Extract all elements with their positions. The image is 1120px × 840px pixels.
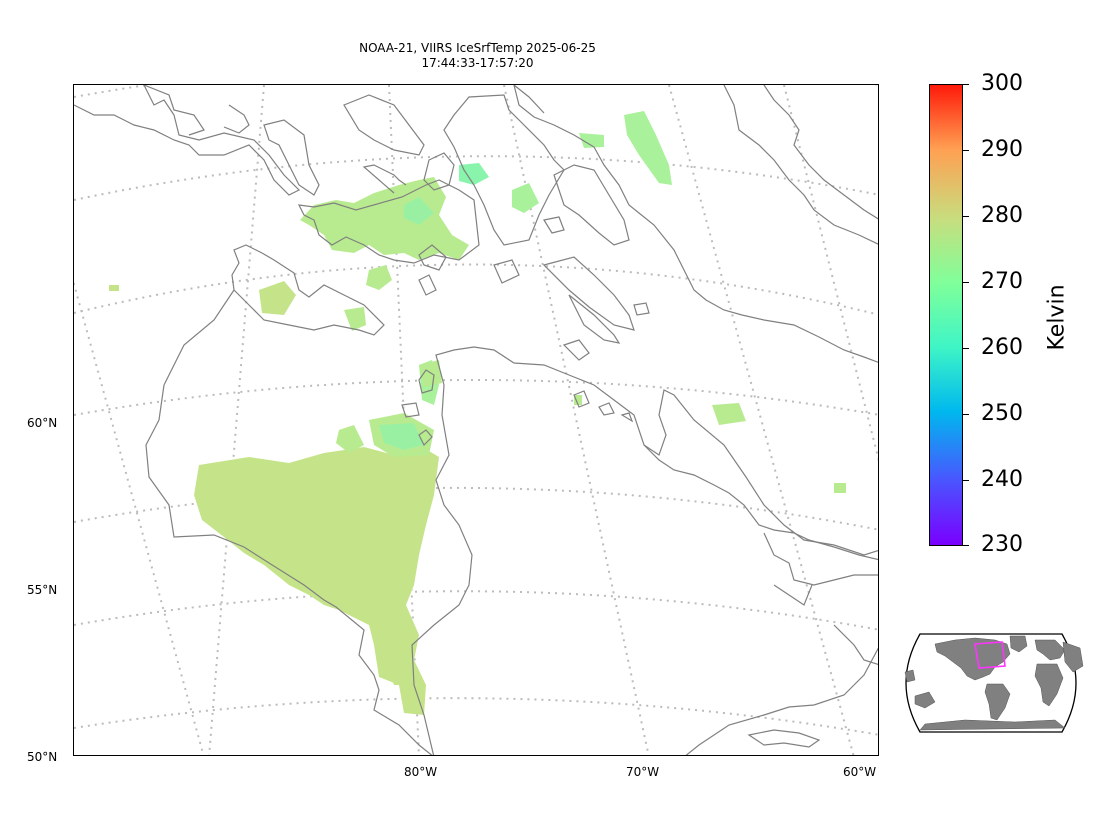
data-region-lowlands [194, 445, 439, 715]
colorbar [929, 84, 963, 546]
colorbar-tick [963, 414, 969, 416]
colorbar-unit-label: Kelvin [1044, 284, 1070, 351]
colorbar-label-240: 240 [981, 467, 1023, 492]
coastlines [74, 85, 878, 755]
colorbar-tick [963, 216, 969, 218]
coastline-baffin [513, 85, 878, 363]
lon-label-60w: 60°W [843, 765, 877, 779]
map-canvas [74, 85, 878, 755]
map-title: NOAA-21, VIIRS IceSrfTemp 2025-06-25 [359, 41, 596, 55]
colorbar-label-230: 230 [981, 532, 1023, 557]
coastline-hudson-bay [145, 346, 878, 755]
lat-label-55: 55°N [27, 583, 58, 597]
graticule-latitude [74, 85, 878, 736]
colorbar-label-270: 270 [981, 269, 1023, 294]
colorbar-label-280: 280 [981, 203, 1023, 228]
colorbar-tick [963, 545, 969, 547]
colorbar-label-250: 250 [981, 401, 1023, 426]
colorbar-tick [963, 348, 969, 350]
colorbar-label-290: 290 [981, 137, 1023, 162]
colorbar-label-260: 260 [981, 335, 1023, 360]
colorbar-tick [963, 480, 969, 482]
map-time-range: 17:44:33-17:57:20 [421, 56, 534, 70]
lon-label-70w: 70°W [626, 765, 660, 779]
lat-label-60: 60°N [27, 416, 58, 430]
colorbar-tick [963, 84, 969, 86]
colorbar-tick [963, 282, 969, 284]
colorbar-label-300: 300 [981, 71, 1023, 96]
data-region-north [300, 177, 469, 260]
lat-label-50: 50°N [27, 750, 58, 764]
lon-label-80w: 80°W [404, 765, 438, 779]
map-panel[interactable] [73, 84, 879, 756]
inset-extent-box [974, 641, 1006, 669]
graticule-longitude [74, 85, 878, 755]
colorbar-tick [963, 150, 969, 152]
ice-surface-temp-data [109, 111, 846, 715]
world-locator-inset [904, 633, 1084, 733]
